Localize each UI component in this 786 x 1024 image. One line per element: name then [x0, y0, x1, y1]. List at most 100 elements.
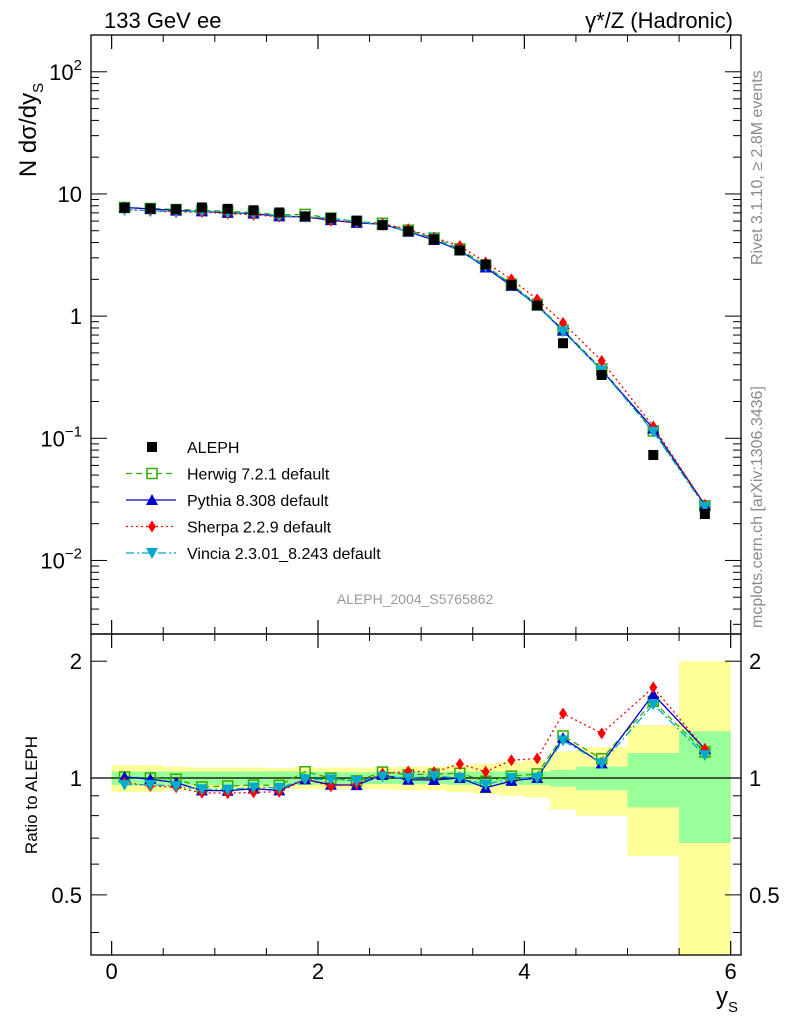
series-3-ratio-point-14 — [479, 779, 492, 791]
legend-marker-0 — [147, 442, 157, 452]
uncertainty-bands — [111, 661, 731, 955]
series-2-point-18 — [597, 354, 606, 367]
series-3-ratio-point-18 — [595, 758, 608, 770]
data-point-14 — [480, 259, 491, 270]
series-3-ratio-point-8 — [324, 774, 337, 786]
x-tick-label-1: 2 — [312, 959, 324, 984]
main-frame — [90, 34, 742, 635]
y-main-tick-label-base: 10 — [58, 182, 82, 207]
y-main-tick-label-base: 10 — [40, 548, 64, 573]
legend: ALEPH Herwig 7.2.1 default Pythia 8.308 de… — [126, 440, 381, 563]
y-ratio-tick-label-left-0: 0.5 — [51, 883, 82, 908]
legend-label-4: Vincia 2.3.01_8.243 default — [187, 546, 381, 563]
y-ratio-tick-label-right-2: 2 — [749, 649, 761, 674]
x-axis-title-text: y — [716, 983, 728, 1010]
series-2-ratio-point-16 — [533, 752, 542, 765]
series-3-ratio-point-16 — [531, 773, 544, 785]
side-note-top: Rivet 3.1.10, ≥ 2.8M events — [749, 70, 766, 265]
y-main-tick-label-exp: −2 — [65, 545, 82, 562]
data-point-2 — [171, 204, 182, 215]
series-3-ratio-point-2 — [170, 781, 183, 793]
y-axis-title-main: N dσ/dyS — [15, 83, 47, 177]
title-left: 133 GeV ee — [104, 8, 221, 33]
y-ratio-tick-label-right-1: 1 — [749, 766, 761, 791]
legend-marker-3 — [148, 520, 156, 533]
legend-marker-2 — [146, 494, 158, 505]
data-point-18 — [596, 369, 607, 380]
y-axis-title-main-text: N dσ/dy — [15, 93, 42, 177]
series-1-ratio-point-0 — [118, 770, 131, 782]
series-3-ratio-point-13 — [453, 773, 466, 785]
series-3-ratio-point-0 — [118, 779, 131, 791]
series-3-ratio-point-1 — [144, 779, 157, 791]
data-point-9 — [351, 215, 362, 226]
legend-label-2: Pythia 8.308 default — [187, 493, 329, 510]
series-2-ratio-point-19 — [649, 681, 658, 694]
y-main-tick-label-0: 102 — [49, 57, 82, 85]
data-point-12 — [429, 234, 440, 245]
series-line-main-0 — [124, 206, 706, 507]
data-point-13 — [454, 245, 465, 256]
data-points — [119, 202, 710, 519]
data-point-4 — [222, 203, 233, 214]
y-main-tick-label-4: 10−2 — [40, 545, 82, 573]
y-main-tick-label-1: 10 — [58, 182, 82, 207]
x-axis-title: yS — [716, 983, 738, 1016]
series-3-ratio-point-9 — [350, 775, 363, 787]
y-main-tick-label-base: 10 — [49, 60, 73, 85]
y-axis-title-main-sub: S — [30, 83, 47, 93]
series-3-ratio-point-7 — [299, 774, 312, 786]
data-point-7 — [300, 211, 311, 222]
data-point-15 — [506, 279, 517, 290]
series-3-ratio-point-15 — [505, 773, 518, 785]
series-3-point-20 — [698, 501, 711, 513]
series-3-ratio-point-10 — [376, 771, 389, 783]
legend-marker-1 — [146, 467, 158, 480]
y-ratio-tick-label-left-1: 1 — [70, 766, 82, 791]
side-note-bottom: mcplots.cern.ch [arXiv:1306.3436] — [749, 386, 766, 628]
series-line-main-3 — [124, 209, 706, 508]
x-axis-title-sub: S — [728, 999, 738, 1016]
data-point-8 — [325, 213, 336, 224]
series-3-ratio-point-20 — [698, 750, 711, 762]
series-3-ratio-point-4 — [221, 784, 234, 796]
y-main-tick-label-base: 1 — [70, 304, 82, 329]
series-3-ratio-point-17 — [557, 735, 570, 747]
data-point-0 — [119, 202, 130, 213]
x-tick-label-2: 4 — [518, 959, 530, 984]
series-2-ratio-point-13 — [455, 757, 464, 770]
ratio-frame — [90, 633, 742, 956]
data-point-5 — [248, 205, 259, 216]
plot-frames — [90, 34, 742, 956]
series-3-point-17 — [557, 326, 570, 338]
y-ratio-tick-label-right-0: 0.5 — [749, 883, 780, 908]
data-point-17 — [558, 338, 569, 349]
x-tick-label-0: 0 — [106, 959, 118, 984]
series-2-ratio-point-8 — [326, 780, 335, 793]
series-3-ratio-point-3 — [195, 784, 208, 796]
legend-label-0: ALEPH — [187, 440, 239, 457]
data-point-20 — [699, 508, 710, 519]
y-main-tick-label-3: 10−1 — [40, 423, 82, 451]
series-2-ratio-point-18 — [597, 727, 606, 740]
data-point-1 — [145, 203, 156, 214]
series-3-ratio-point-5 — [247, 782, 260, 794]
data-point-19 — [648, 449, 659, 460]
series-2-ratio-point-15 — [507, 754, 516, 767]
y-ratio-tick-label-left-2: 2 — [70, 649, 82, 674]
y-main-tick-label-2: 1 — [70, 304, 82, 329]
y-main-tick-label-base: 10 — [40, 426, 64, 451]
x-tick-label-3: 6 — [725, 959, 737, 984]
series-layer — [118, 201, 711, 800]
data-point-16 — [532, 300, 543, 311]
y-main-tick-label-exp: −1 — [65, 423, 82, 440]
series-1-ratio-point-19 — [647, 688, 660, 700]
y-main-tick-label-exp: 2 — [74, 57, 82, 74]
series-2-ratio-point-17 — [559, 707, 568, 720]
title-right: γ*/Z (Hadronic) — [585, 8, 733, 33]
legend-label-3: Sherpa 2.2.9 default — [187, 520, 332, 537]
data-point-11 — [403, 226, 414, 237]
data-point-3 — [196, 202, 207, 213]
